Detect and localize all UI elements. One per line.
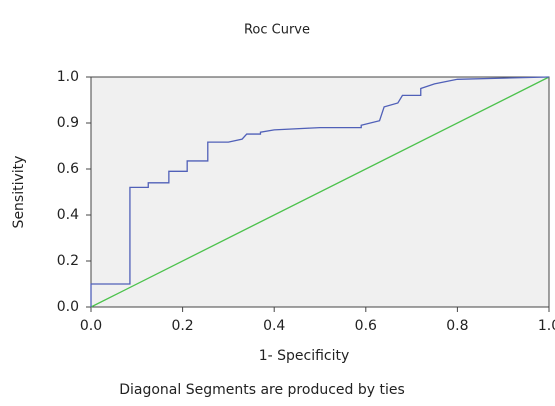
chart-title: Roc Curve: [244, 23, 310, 38]
y-tick-label: 0.4: [57, 207, 79, 223]
y-tick-label: 0.9: [57, 115, 79, 131]
x-tick-label: 0.6: [355, 318, 377, 334]
y-tick-label: 0.0: [57, 299, 79, 315]
y-tick-label: 1.0: [57, 69, 79, 85]
y-tick-label: 0.2: [57, 253, 79, 269]
x-tick-label: 0.2: [171, 318, 193, 334]
roc-line: [90, 76, 550, 308]
x-tick-label: 0.0: [80, 318, 102, 334]
x-axis-label: 1- Specificity: [259, 348, 350, 364]
roc-line: [90, 76, 550, 307]
x-tick-label: 0.4: [263, 318, 285, 334]
y-axis-label: Sensitivity: [11, 156, 27, 229]
x-tick-label: 1.0: [538, 318, 555, 334]
footnote: Diagonal Segments are produced by ties: [119, 382, 405, 398]
y-tick-label: 0.6: [57, 161, 79, 177]
x-tick-label: 0.8: [446, 318, 468, 334]
